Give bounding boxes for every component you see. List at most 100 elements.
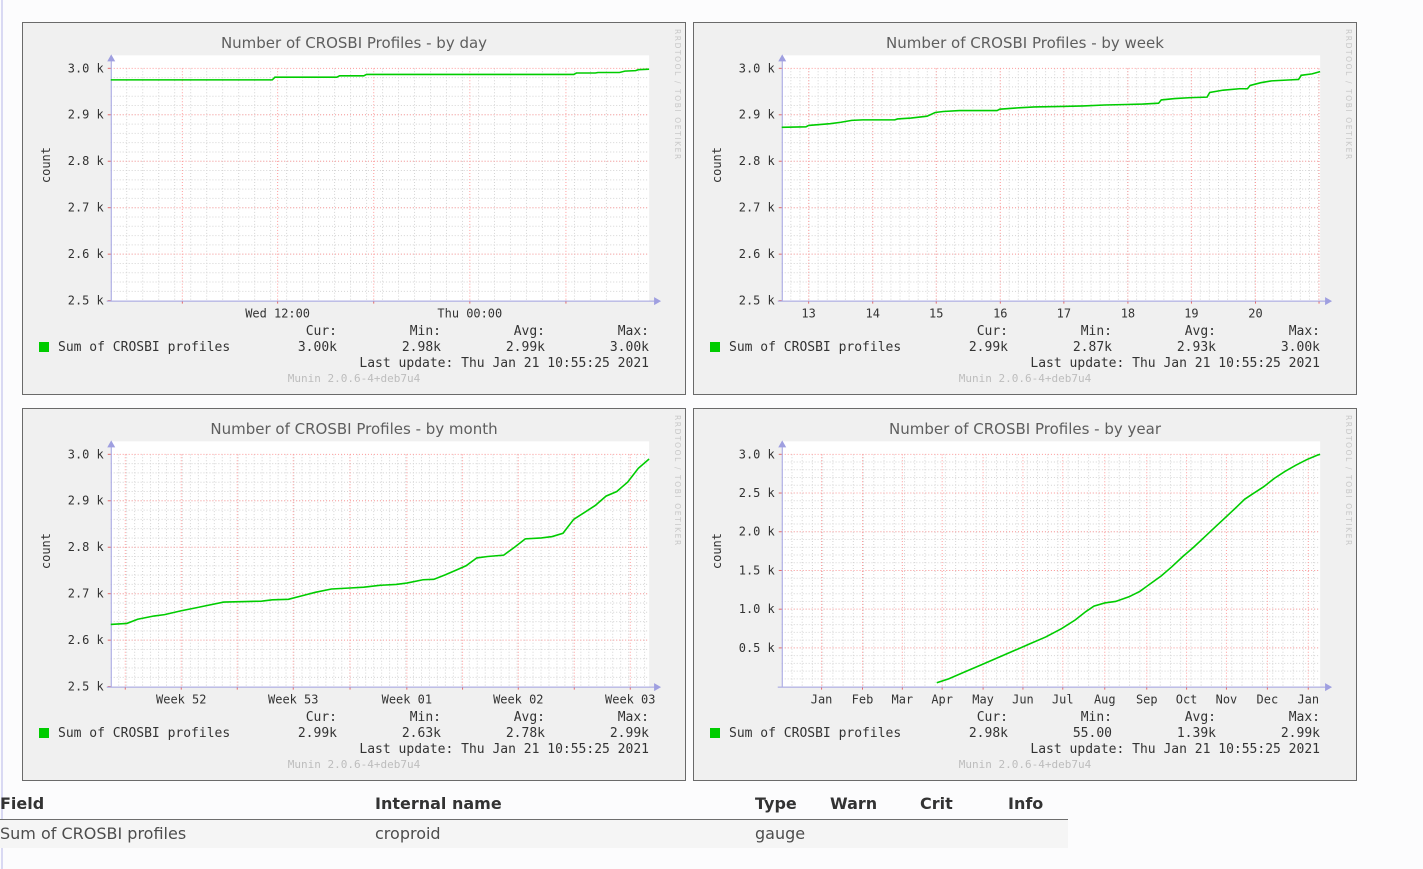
legend-header-max: Max:	[1288, 324, 1320, 339]
legend-header-avg: Avg:	[1184, 324, 1216, 339]
svg-text:Aug: Aug	[1094, 693, 1116, 707]
y-axis-label: count	[710, 147, 724, 184]
legend-header-avg: Avg:	[1184, 710, 1216, 725]
svg-text:20: 20	[1248, 307, 1262, 321]
cell-internal-name: croproid	[375, 819, 755, 848]
cell-warn	[830, 819, 920, 848]
stat-avg: 1.39k	[1176, 726, 1216, 741]
series-color-swatch	[710, 728, 720, 738]
grid-lines	[107, 67, 650, 304]
col-header-warn: Warn	[830, 791, 920, 820]
legend-header-max: Max:	[617, 710, 649, 725]
y-axis-label: count	[39, 147, 53, 184]
svg-text:2.8 k: 2.8 k	[68, 540, 105, 554]
svg-text:3.0 k: 3.0 k	[68, 447, 105, 461]
stat-cur: 2.99k	[297, 726, 337, 741]
svg-text:Feb: Feb	[852, 693, 874, 707]
rrdtool-watermark: RRDTOOL / TOBI OETIKER	[673, 415, 682, 547]
svg-text:2.6 k: 2.6 k	[739, 247, 776, 261]
y-axis-label: count	[39, 533, 53, 570]
legend-header-cur: Cur:	[305, 324, 337, 339]
series-line	[110, 458, 650, 626]
col-header-type-link[interactable]: Type	[755, 791, 830, 820]
series-name: Sum of CROSBI profiles	[729, 340, 902, 355]
rrdtool-watermark: RRDTOOL / TOBI OETIKER	[673, 29, 682, 161]
axes	[106, 440, 662, 692]
chart-plot-svg: 3.0 k 2.9 k 2.8 k 2.7 k 2.6 k 2.5 k 13 14 15 16 17…	[739, 54, 1333, 321]
svg-text:Week 01: Week 01	[382, 693, 432, 707]
legend-series-row: Sum of CROSBI profiles 2.98k 55.00 1.39k…	[694, 726, 1356, 742]
plot-background	[781, 55, 1321, 301]
cell-field: Sum of CROSBI profiles	[0, 819, 375, 848]
svg-text:Wed 12:00: Wed 12:00	[245, 307, 310, 321]
chart-legend: Cur: Min: Avg: Max: Sum of CROSBI profil…	[23, 710, 685, 772]
svg-text:2.8 k: 2.8 k	[739, 154, 776, 168]
munin-version: Munin 2.0.6-4+deb7u4	[958, 372, 1092, 385]
stat-min: 2.63k	[401, 726, 441, 741]
last-update: Last update: Thu Jan 21 10:55:25 2021	[1030, 356, 1320, 371]
svg-text:3.0 k: 3.0 k	[739, 447, 776, 461]
axes	[777, 54, 1333, 306]
chart-plot-svg: 3.0 k 2.9 k 2.8 k 2.7 k 2.6 k 2.5 k Wed 12:00 T…	[68, 54, 662, 321]
rrdtool-watermark: RRDTOOL / TOBI OETIKER	[1344, 29, 1353, 161]
series-name: Sum of CROSBI profiles	[729, 726, 902, 741]
legend-header-row: Cur: Min: Avg: Max:	[23, 324, 685, 340]
series-line	[781, 70, 1321, 129]
last-update: Last update: Thu Jan 21 10:55:25 2021	[359, 742, 649, 757]
svg-text:2.0 k: 2.0 k	[739, 525, 776, 539]
svg-text:2.5 k: 2.5 k	[68, 294, 105, 308]
munin-version: Munin 2.0.6-4+deb7u4	[958, 758, 1092, 771]
stat-min: 2.98k	[401, 340, 441, 355]
svg-text:2.9 k: 2.9 k	[739, 108, 776, 122]
stat-max: 3.00k	[609, 340, 649, 355]
cell-crit	[920, 819, 1008, 848]
legend-header-max: Max:	[617, 324, 649, 339]
plot-background	[781, 441, 1321, 687]
chart-plot-svg: 3.0 k 2.9 k 2.8 k 2.7 k 2.6 k 2.5 k Week 52 Wee…	[68, 440, 662, 707]
graph-panel-by-day[interactable]: 3.0 k 2.9 k 2.8 k 2.7 k 2.6 k 2.5 k Wed 12:00 T…	[22, 22, 686, 395]
legend-series-row: Sum of CROSBI profiles 2.99k 2.87k 2.93k…	[694, 340, 1356, 356]
legend-header-min: Min:	[1080, 324, 1112, 339]
last-update: Last update: Thu Jan 21 10:55:25 2021	[359, 356, 649, 371]
chart-legend: Cur: Min: Avg: Max: Sum of CROSBI profil…	[694, 324, 1356, 386]
chart-legend: Cur: Min: Avg: Max: Sum of CROSBI profil…	[694, 710, 1356, 772]
munin-version: Munin 2.0.6-4+deb7u4	[287, 372, 421, 385]
graph-panel-by-year[interactable]: 3.0 k 2.5 k 2.0 k 1.5 k 1.0 k 0.5 k Jan Feb Mar A…	[693, 408, 1357, 781]
rrdtool-watermark: RRDTOOL / TOBI OETIKER	[1344, 415, 1353, 547]
svg-text:Sep: Sep	[1136, 693, 1158, 707]
stat-max: 3.00k	[1280, 340, 1320, 355]
cell-type: gauge	[755, 819, 830, 848]
chart-title: Number of CROSBI Profiles - by week	[886, 34, 1164, 52]
svg-text:2.5 k: 2.5 k	[68, 680, 105, 694]
series-line	[110, 68, 650, 81]
legend-series-row: Sum of CROSBI profiles 3.00k 2.98k 2.99k…	[23, 340, 685, 356]
tick-labels: 3.0 k 2.5 k 2.0 k 1.5 k 1.0 k 0.5 k Jan Feb Mar A…	[739, 447, 1319, 706]
svg-text:1.0 k: 1.0 k	[739, 602, 776, 616]
series-name: Sum of CROSBI profiles	[58, 726, 231, 741]
stat-min: 55.00	[1072, 726, 1112, 741]
svg-text:Week 02: Week 02	[493, 693, 543, 707]
svg-text:2.5 k: 2.5 k	[739, 294, 776, 308]
stat-max: 2.99k	[609, 726, 649, 741]
graph-panel-by-month[interactable]: 3.0 k 2.9 k 2.8 k 2.7 k 2.6 k 2.5 k Week 52 Wee…	[22, 408, 686, 781]
chart-legend: Cur: Min: Avg: Max: Sum of CROSBI profil…	[23, 324, 685, 386]
table-header-row: Field Internal name Type Warn Crit Info	[0, 791, 1068, 820]
y-axis-label: count	[710, 533, 724, 570]
svg-text:0.5 k: 0.5 k	[739, 641, 776, 655]
stat-cur: 3.00k	[297, 340, 337, 355]
svg-text:2.8 k: 2.8 k	[68, 154, 105, 168]
series-color-swatch	[710, 342, 720, 352]
chart-title: Number of CROSBI Profiles - by day	[220, 34, 488, 52]
svg-text:Oct: Oct	[1176, 693, 1198, 707]
svg-text:Jul: Jul	[1052, 693, 1074, 707]
graph-panel-by-week[interactable]: 3.0 k 2.9 k 2.8 k 2.7 k 2.6 k 2.5 k 13 14 15 16 17…	[693, 22, 1357, 395]
chart-plot-svg: 3.0 k 2.5 k 2.0 k 1.5 k 1.0 k 0.5 k Jan Feb Mar A…	[739, 440, 1333, 707]
svg-text:2.7 k: 2.7 k	[739, 201, 776, 215]
series-line	[936, 453, 1321, 684]
svg-text:May: May	[972, 693, 994, 707]
series-name: Sum of CROSBI profiles	[58, 340, 231, 355]
tick-labels: 3.0 k 2.9 k 2.8 k 2.7 k 2.6 k 2.5 k 13 14 15 16 17…	[739, 61, 1263, 320]
legend-series-row: Sum of CROSBI profiles 2.99k 2.63k 2.78k…	[23, 726, 685, 742]
stat-max: 2.99k	[1280, 726, 1320, 741]
